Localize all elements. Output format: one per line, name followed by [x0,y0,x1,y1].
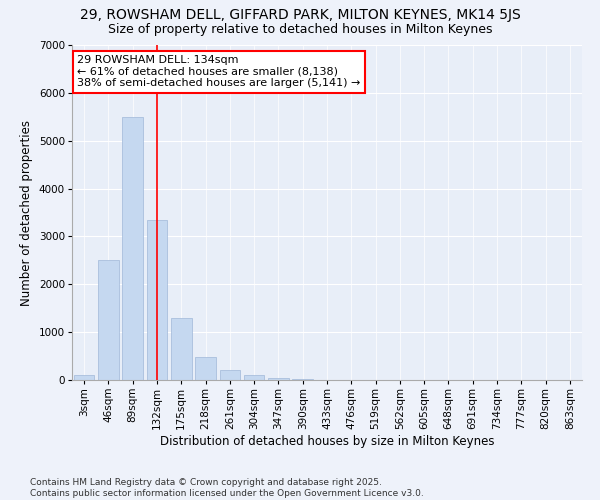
Bar [122,117,143,380]
Bar [146,220,167,380]
Bar [292,379,313,380]
X-axis label: Distribution of detached houses by size in Milton Keynes: Distribution of detached houses by size … [160,434,494,448]
Text: Contains HM Land Registry data © Crown copyright and database right 2025.
Contai: Contains HM Land Registry data © Crown c… [30,478,424,498]
Text: 29, ROWSHAM DELL, GIFFARD PARK, MILTON KEYNES, MK14 5JS: 29, ROWSHAM DELL, GIFFARD PARK, MILTON K… [80,8,520,22]
Bar [98,260,119,380]
Bar [74,375,94,380]
Text: 29 ROWSHAM DELL: 134sqm
← 61% of detached houses are smaller (8,138)
38% of semi: 29 ROWSHAM DELL: 134sqm ← 61% of detache… [77,55,361,88]
Bar [244,376,265,380]
Text: Size of property relative to detached houses in Milton Keynes: Size of property relative to detached ho… [108,22,492,36]
Bar [268,378,289,380]
Bar [171,318,191,380]
Bar [220,370,240,380]
Y-axis label: Number of detached properties: Number of detached properties [20,120,34,306]
Bar [195,357,216,380]
